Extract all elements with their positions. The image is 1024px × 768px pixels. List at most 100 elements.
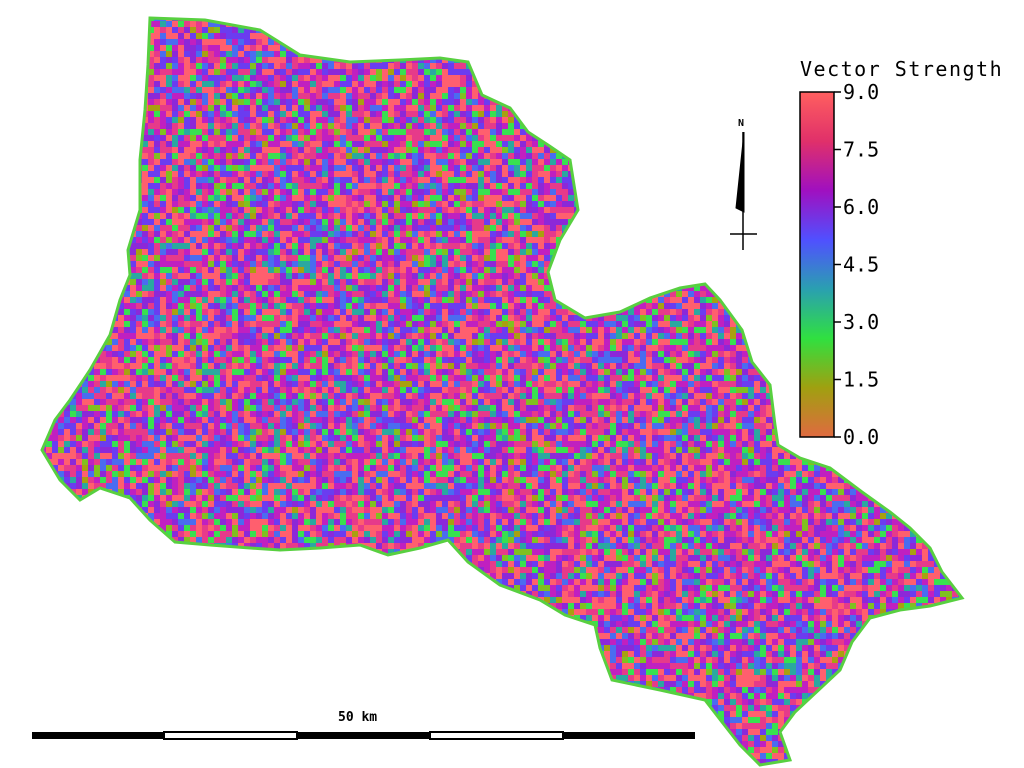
raster-cell (388, 63, 394, 69)
raster-cell (298, 201, 304, 207)
raster-cell (358, 135, 364, 141)
raster-cell (232, 189, 238, 195)
raster-cell (598, 75, 604, 81)
raster-cell (244, 129, 250, 135)
raster-cell (538, 195, 544, 201)
raster-cell (964, 177, 970, 183)
raster-cell (490, 33, 496, 39)
raster-cell (58, 159, 64, 165)
raster-cell (226, 45, 232, 51)
raster-cell (826, 18, 832, 21)
raster-cell (748, 21, 754, 27)
raster-cell (130, 183, 136, 189)
raster-cell (424, 105, 430, 111)
raster-cell (484, 177, 490, 183)
raster-cell (76, 21, 82, 27)
raster-cell (628, 21, 634, 27)
raster-cell (532, 81, 538, 87)
raster-cell (220, 177, 226, 183)
raster-cell (580, 87, 586, 93)
raster-cell (766, 183, 772, 189)
raster-cell (400, 153, 406, 159)
raster-cell (118, 81, 124, 87)
raster-cell (202, 57, 208, 63)
raster-cell (436, 111, 442, 117)
raster-cell (646, 195, 652, 201)
raster-cell (346, 87, 352, 93)
raster-cell (46, 135, 52, 141)
raster-cell (370, 153, 376, 159)
raster-cell (526, 111, 532, 117)
raster-cell (646, 183, 652, 189)
raster-cell (244, 18, 250, 21)
raster-cell (280, 93, 286, 99)
raster-cell (100, 153, 106, 159)
raster-cell (940, 45, 946, 51)
raster-cell (748, 183, 754, 189)
raster-cell (478, 147, 484, 153)
raster-cell (730, 51, 736, 57)
raster-cell (514, 18, 520, 21)
raster-cell (484, 105, 490, 111)
raster-cell (490, 111, 496, 117)
raster-cell (334, 159, 340, 165)
raster-cell (208, 111, 214, 117)
raster-cell (586, 183, 592, 189)
raster-cell (58, 33, 64, 39)
raster-cell (652, 63, 658, 69)
raster-cell (148, 81, 154, 87)
raster-cell (514, 189, 520, 195)
raster-cell (250, 159, 256, 165)
raster-cell (364, 81, 370, 87)
raster-cell (898, 99, 904, 105)
raster-cell (454, 177, 460, 183)
raster-cell (496, 18, 502, 21)
raster-cell (370, 147, 376, 153)
raster-cell (472, 177, 478, 183)
raster-cell (424, 27, 430, 33)
raster-cell (346, 117, 352, 123)
raster-cell (244, 195, 250, 201)
raster-cell (406, 135, 412, 141)
raster-cell (964, 195, 970, 201)
raster-cell (286, 171, 292, 177)
raster-cell (634, 18, 640, 21)
raster-cell (388, 189, 394, 195)
raster-cell (412, 21, 418, 27)
raster-cell (724, 123, 730, 129)
raster-cell (418, 135, 424, 141)
raster-cell (868, 123, 874, 129)
raster-cell (928, 159, 934, 165)
raster-cell (466, 87, 472, 93)
raster-cell (694, 33, 700, 39)
raster-cell (94, 159, 100, 165)
raster-cell (502, 21, 508, 27)
raster-cell (514, 63, 520, 69)
raster-cell (586, 69, 592, 75)
raster-cell (946, 117, 952, 123)
raster-cell (42, 117, 46, 123)
raster-cell (442, 183, 448, 189)
raster-cell (610, 147, 616, 153)
raster-cell (928, 153, 934, 159)
raster-cell (370, 51, 376, 57)
raster-cell (340, 141, 346, 147)
raster-cell (430, 51, 436, 57)
raster-cell (46, 171, 52, 177)
raster-cell (958, 21, 962, 27)
raster-cell (124, 201, 130, 207)
raster-cell (154, 63, 160, 69)
raster-cell (952, 18, 958, 21)
raster-cell (532, 51, 538, 57)
raster-cell (922, 183, 928, 189)
raster-cell (130, 33, 136, 39)
raster-cell (88, 153, 94, 159)
raster-cell (466, 99, 472, 105)
raster-cell (706, 153, 712, 159)
raster-cell (214, 111, 220, 117)
raster-cell (268, 75, 274, 81)
raster-cell (598, 171, 604, 177)
raster-cell (490, 129, 496, 135)
raster-cell (946, 165, 952, 171)
raster-cell (706, 18, 712, 21)
